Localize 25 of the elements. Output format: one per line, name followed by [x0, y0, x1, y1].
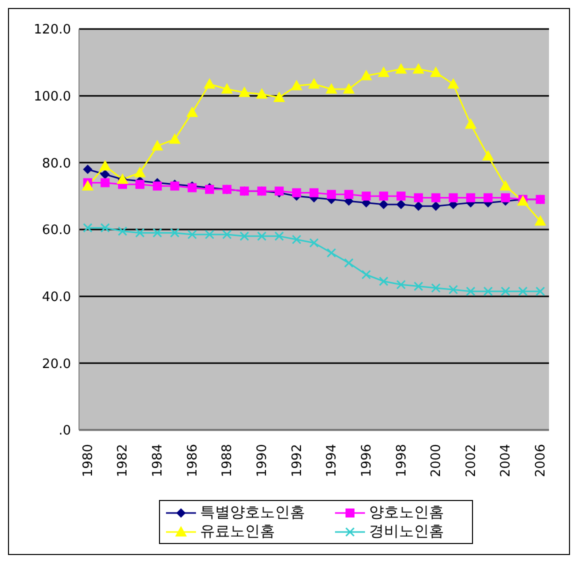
legend-label: 양호노인홈 — [369, 503, 444, 522]
x-tick-label: 1998 — [394, 444, 410, 478]
legend-label: 특별양호노인홈 — [200, 503, 305, 522]
x-tick-label: 1980 — [80, 444, 96, 478]
x-tick-label: 1990 — [255, 444, 270, 478]
y-tick-label: 40.0 — [42, 290, 71, 305]
y-tick-label: 20.0 — [42, 356, 71, 372]
legend-label: 유료노인홈 — [200, 522, 275, 541]
x-tick-label: 1996 — [359, 444, 374, 478]
y-tick-label: 120.0 — [34, 22, 71, 38]
y-tick-label: 80.0 — [42, 156, 71, 172]
x-tick-label: 2004 — [498, 444, 514, 478]
x-tick-label: 1992 — [290, 444, 305, 478]
x-tick-label: 1984 — [150, 444, 166, 478]
x-tick-label: 2000 — [429, 444, 444, 478]
x-tick-label: 2006 — [534, 444, 549, 478]
x-tick-label: 1986 — [185, 444, 200, 478]
y-tick-label: 100.0 — [34, 89, 71, 104]
x-tick-label: 1994 — [324, 444, 340, 478]
legend-label: 경비노인홈 — [369, 522, 444, 541]
x-tick-label: 1988 — [220, 444, 236, 478]
y-tick-label: .0 — [58, 424, 71, 439]
x-tick-label: 1982 — [116, 444, 131, 478]
y-tick-label: 60.0 — [42, 223, 71, 238]
x-tick-label: 2002 — [464, 444, 479, 478]
